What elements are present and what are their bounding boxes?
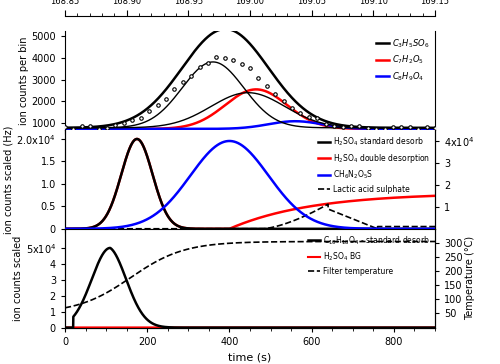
Y-axis label: Temperature (°C): Temperature (°C) (466, 236, 475, 320)
Y-axis label: ion counts scaled: ion counts scaled (12, 236, 22, 321)
Legend: C$_{10}$H$_{18}$O$_4$ - standard desorb, H$_2$SO$_4$ BG, Filter temperature: C$_{10}$H$_{18}$O$_4$ - standard desorb,… (307, 233, 431, 277)
Y-axis label: ion counts scaled (Hz): ion counts scaled (Hz) (4, 125, 14, 234)
X-axis label: time (s): time (s) (228, 352, 272, 362)
Legend: H$_2$SO$_4$ standard desorb, H$_2$SO$_4$ double desorption, CH$_6$N$_2$O$_5$S, L: H$_2$SO$_4$ standard desorb, H$_2$SO$_4$… (316, 134, 431, 195)
Y-axis label: ion counts per bin: ion counts per bin (18, 36, 28, 125)
Legend: $C_3H_5SO_6$, $C_7H_2O_5$, $C_8H_9O_4$: $C_3H_5SO_6$, $C_7H_2O_5$, $C_8H_9O_4$ (374, 35, 431, 84)
